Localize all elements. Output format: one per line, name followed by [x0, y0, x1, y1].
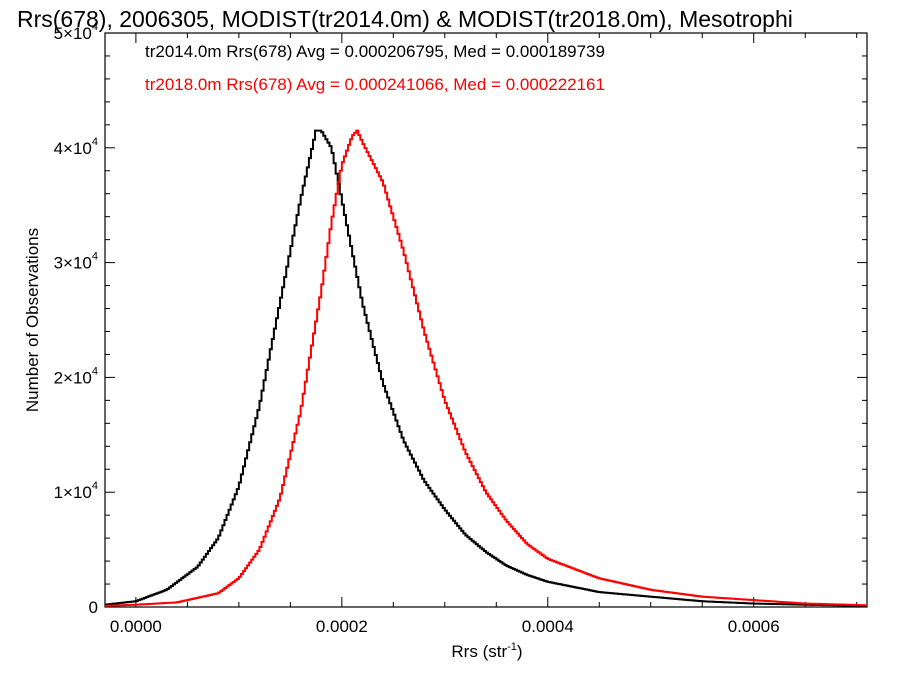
- chart-title: Rrs(678), 2006305, MODIST(tr2014.0m) & M…: [17, 6, 793, 32]
- y-tick-label: 0: [89, 598, 98, 617]
- y-tick-label: 4×104: [54, 136, 98, 158]
- legend-entry-tr2014: tr2014.0m Rrs(678) Avg = 0.000206795, Me…: [145, 42, 605, 61]
- series-line-tr2018-0m: [105, 129, 867, 607]
- x-axis-label-close: ): [517, 642, 523, 661]
- x-axis-label: Rrs (str-1): [451, 641, 522, 661]
- x-tick-label: 0.0006: [728, 617, 780, 636]
- series-layer: [105, 129, 867, 607]
- x-axis: 0.0000 0.0002 0.0004 0.0006: [110, 33, 858, 636]
- plot-frame: [104, 32, 868, 608]
- y-tick-label: 1×104: [54, 480, 98, 502]
- x-tick-label: 0.0000: [110, 617, 162, 636]
- x-axis-label-superscript: -1: [507, 641, 517, 653]
- legend-entry-tr2018: tr2018.0m Rrs(678) Avg = 0.000241066, Me…: [145, 75, 605, 94]
- series-line-tr2014-0m: [105, 129, 867, 607]
- plot-border: [104, 32, 868, 608]
- x-tick-label: 0.0002: [316, 617, 368, 636]
- x-axis-label-text: Rrs (str: [451, 642, 507, 661]
- y-axis: 0 1×104 2×104 3×104 4×104 5×104: [54, 21, 867, 617]
- y-tick-label: 3×104: [54, 251, 98, 273]
- y-tick-label: 2×104: [54, 365, 98, 387]
- y-axis-label: Number of Observations: [23, 228, 42, 412]
- x-tick-label: 0.0004: [522, 617, 574, 636]
- y-tick-label: 5×104: [54, 21, 98, 43]
